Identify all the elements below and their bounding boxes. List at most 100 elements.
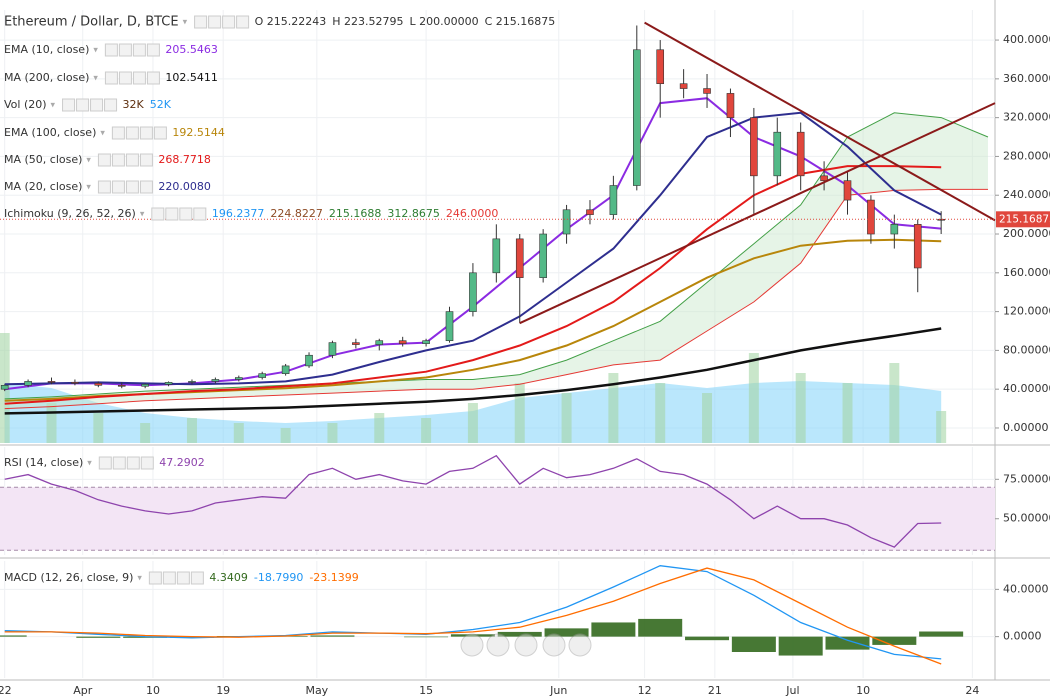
macd-histogram-bar: [731, 636, 776, 652]
candle-body: [867, 199, 875, 235]
legend-arrow: ▾: [183, 18, 188, 28]
zoom-out[interactable]: [486, 633, 510, 657]
scroll-left[interactable]: [460, 633, 484, 657]
volume-bar: [374, 413, 385, 443]
legend-value: 215.1688: [329, 207, 382, 220]
macd-histogram-bar: [544, 628, 589, 637]
legend-icon: [146, 71, 160, 85]
legend-icon: [125, 153, 139, 167]
candle-body: [328, 342, 337, 356]
macd-histogram-bar: [638, 618, 683, 637]
volume-bar: [748, 353, 759, 443]
x-tick-label: 22: [0, 684, 12, 697]
candle-body: [609, 185, 618, 215]
y-tick-label: 80.00000: [1003, 343, 1050, 356]
y-tick-label: 200.00000: [1003, 227, 1050, 240]
macd-histogram-bar: [591, 622, 636, 637]
legend-arrow: ▾: [100, 129, 105, 139]
legend-name: MA (50, close): [4, 153, 82, 166]
legend-value: 205.5463: [165, 43, 218, 56]
volume-bar: [327, 423, 338, 443]
y-tick-label: 320.00000: [1003, 111, 1050, 124]
legend-arrow: ▾: [87, 459, 92, 469]
trend-line: [644, 21, 996, 222]
candle-body: [679, 83, 688, 89]
candle-body: [0, 384, 9, 390]
volume-bar: [46, 403, 57, 443]
candle-body: [211, 379, 220, 382]
candle-body: [375, 340, 384, 345]
legend-icon: [151, 207, 165, 221]
legend-icon: [90, 98, 104, 112]
candle-body: [164, 382, 173, 385]
legend-icon: [118, 71, 132, 85]
y-tick-label: 40.00000: [1003, 382, 1050, 395]
y-tick-label: 160.00000: [1003, 266, 1050, 279]
y-tick-label: 120.00000: [1003, 305, 1050, 318]
legend-arrow: ▾: [86, 183, 91, 193]
macd-histogram-bar: [404, 636, 449, 638]
legend-value: C 215.16875: [485, 15, 556, 28]
y-tick-label: 40.0000: [1003, 582, 1049, 595]
volume-bar: [561, 393, 572, 443]
legend-value: 52K: [150, 98, 172, 111]
legend-icon: [176, 571, 190, 585]
candle-body: [773, 131, 782, 177]
candle-body: [422, 340, 430, 344]
macd-histogram-bar: [497, 631, 542, 637]
macd-histogram-bar: [76, 636, 121, 638]
x-tick-label: 10: [146, 684, 160, 697]
y-tick-label: 400.00000: [1003, 33, 1050, 46]
candle-body: [515, 238, 524, 278]
candle-body: [937, 218, 945, 221]
legend-icon: [132, 43, 146, 57]
y-tick-label: 360.00000: [1003, 72, 1050, 85]
nav-controls[interactable]: [460, 633, 592, 657]
legend-name: MACD (12, 26, close, 9): [4, 571, 133, 584]
candle-body: [703, 88, 711, 94]
candle-body: [820, 175, 828, 181]
x-tick-label: Jun: [549, 684, 567, 697]
candle-body: [890, 224, 899, 235]
legend-icon: [194, 15, 208, 29]
macd-histogram-bar: [310, 635, 355, 637]
legend-name: Ichimoku (9, 26, 52, 26): [4, 207, 136, 220]
x-tick-label: 21: [708, 684, 722, 697]
x-tick-label: Apr: [73, 684, 93, 697]
zoom-in[interactable]: [542, 633, 566, 657]
macd-histogram-bar: [778, 636, 823, 656]
candle-body: [562, 209, 571, 235]
legend-value: 47.2902: [159, 456, 205, 469]
candle-body: [258, 373, 267, 378]
legend-arrow: ▾: [51, 101, 56, 111]
legend-icon: [111, 180, 125, 194]
candle-body: [843, 180, 852, 201]
candle-body: [188, 381, 196, 383]
candle-body: [94, 383, 103, 386]
legend-icon: [139, 180, 153, 194]
reset[interactable]: [514, 633, 538, 657]
scroll-right[interactable]: [568, 633, 592, 657]
macd-histogram-bar: [450, 634, 495, 637]
legend-icon: [118, 43, 132, 57]
candle-body: [305, 354, 313, 367]
volume-bar: [889, 363, 900, 443]
candle-body: [398, 340, 407, 344]
macd-line: [4, 567, 942, 665]
macd-histogram-bar: [0, 635, 27, 637]
legend-icon: [104, 43, 118, 57]
x-tick-label: May: [305, 684, 328, 697]
volume-bar: [421, 418, 432, 443]
volume-bar: [655, 383, 666, 443]
legend-icon: [148, 571, 162, 585]
legend-value: 196.2377: [212, 207, 265, 220]
x-tick-label: 24: [965, 684, 979, 697]
legend-value: 102.5411: [165, 71, 218, 84]
legend-icon: [190, 571, 204, 585]
legend-value: 220.0080: [158, 180, 211, 193]
legend-icon: [76, 98, 90, 112]
legend-icon: [126, 456, 140, 470]
candle-body: [235, 377, 243, 380]
legend-icon: [146, 43, 160, 57]
candle-body: [281, 365, 290, 374]
